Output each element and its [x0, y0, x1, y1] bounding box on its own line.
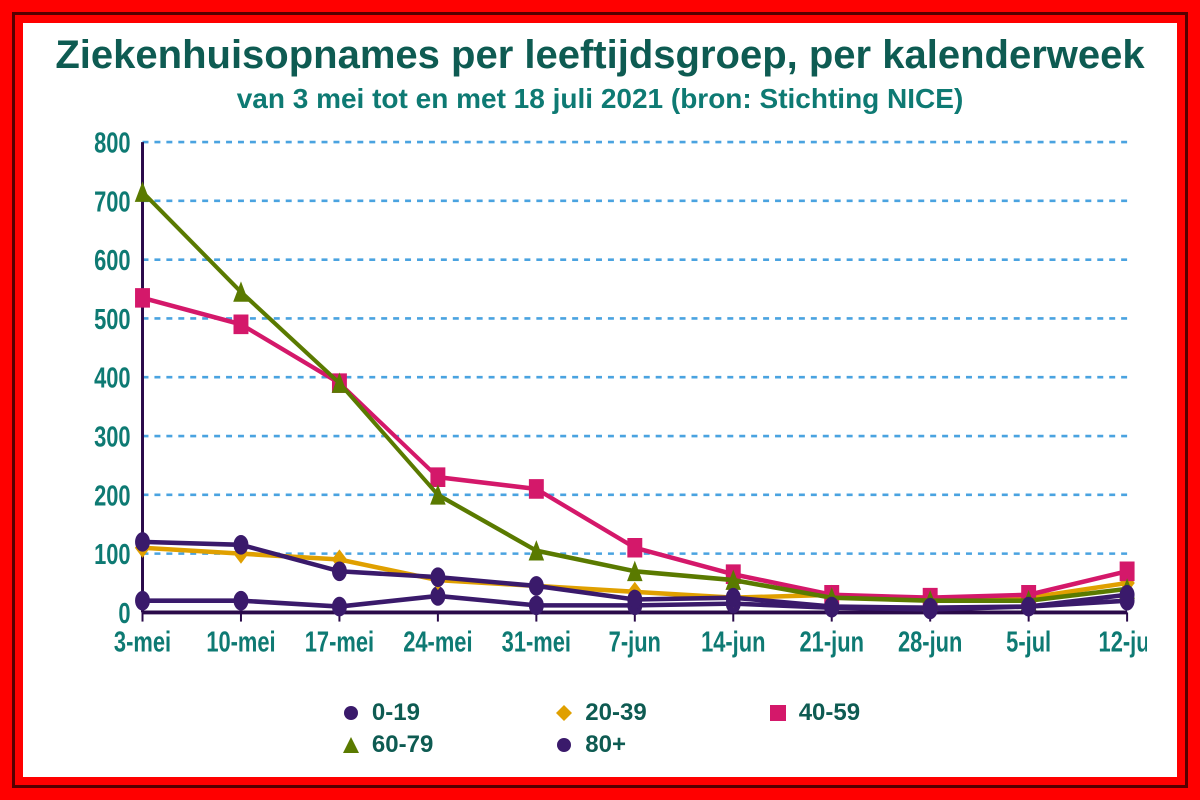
y-tick-label: 200 [94, 481, 130, 513]
x-tick-label: 14-jun [701, 627, 765, 659]
legend: 0-19 20-39 40-59 60-79 80+ [23, 691, 1177, 777]
legend-label: 80+ [585, 731, 626, 759]
series-marker [431, 568, 445, 586]
series-marker [529, 596, 543, 614]
y-tick-label: 300 [94, 422, 130, 454]
line-chart-svg: 0 100 200 300 400 500 600 700 800 3-mei 10-mei 17-m… [53, 129, 1147, 691]
x-tick-label: 7-jun [609, 627, 661, 659]
legend-label: 60-79 [372, 731, 433, 759]
x-tick-label: 10-mei [206, 627, 275, 659]
series-marker [431, 468, 445, 486]
legend-item: 40-59 [767, 699, 860, 727]
legend-item: 0-19 [340, 699, 433, 727]
x-tick-label: 21-jun [800, 627, 864, 659]
legend-item: 20-39 [553, 699, 646, 727]
series-marker [234, 536, 248, 554]
legend-item: 60-79 [340, 731, 433, 759]
series-marker [234, 315, 248, 333]
legend-label: 0-19 [372, 699, 420, 727]
series-marker [1120, 562, 1134, 580]
x-tick-label: 24-mei [403, 627, 472, 659]
legend-marker-icon [767, 702, 789, 724]
outer-frame: Ziekenhuisopnames per leeftijdsgroep, pe… [12, 12, 1188, 788]
series-marker [529, 577, 543, 595]
series-marker [1022, 598, 1036, 616]
series-marker [628, 591, 642, 609]
legend-item: 80+ [553, 731, 646, 759]
x-tick-label: 17-mei [305, 627, 374, 659]
x-tick-label: 12-jul [1099, 627, 1147, 659]
x-tick-label: 5-jul [1006, 627, 1051, 659]
x-tick-label: 28-jun [898, 627, 962, 659]
series-marker [628, 539, 642, 557]
series-marker [529, 480, 543, 498]
legend-label: 20-39 [585, 699, 646, 727]
legend-label: 40-59 [799, 699, 860, 727]
legend-marker-icon [553, 702, 575, 724]
chart-panel: Ziekenhuisopnames per leeftijdsgroep, pe… [23, 23, 1177, 777]
series-marker [726, 589, 740, 607]
series-marker [1120, 586, 1134, 604]
y-tick-label: 100 [94, 540, 130, 572]
legend-marker-icon [553, 734, 575, 756]
y-tick-label: 0 [118, 598, 130, 630]
x-tick-label: 3-mei [114, 627, 171, 659]
x-tick-label: 31-mei [502, 627, 571, 659]
series-marker [136, 533, 150, 551]
title-block: Ziekenhuisopnames per leeftijdsgroep, pe… [23, 23, 1177, 119]
y-tick-label: 600 [94, 246, 130, 278]
series-marker [332, 598, 346, 616]
series-marker [332, 562, 346, 580]
series-marker [136, 289, 150, 307]
y-tick-label: 700 [94, 187, 130, 219]
series-marker [923, 599, 937, 617]
series-marker [825, 598, 839, 616]
series-marker [136, 183, 150, 201]
y-tick-label: 400 [94, 363, 130, 395]
chart-title: Ziekenhuisopnames per leeftijdsgroep, pe… [43, 33, 1157, 77]
y-tick-label: 800 [94, 129, 130, 159]
chart-area: 0 100 200 300 400 500 600 700 800 3-mei 10-mei 17-m… [53, 129, 1147, 691]
legend-marker-icon [340, 734, 362, 756]
chart-subtitle: van 3 mei tot en met 18 juli 2021 (bron:… [43, 83, 1157, 115]
series-marker [136, 592, 150, 610]
legend-marker-icon [340, 702, 362, 724]
series-marker [234, 592, 248, 610]
y-tick-label: 500 [94, 304, 130, 336]
